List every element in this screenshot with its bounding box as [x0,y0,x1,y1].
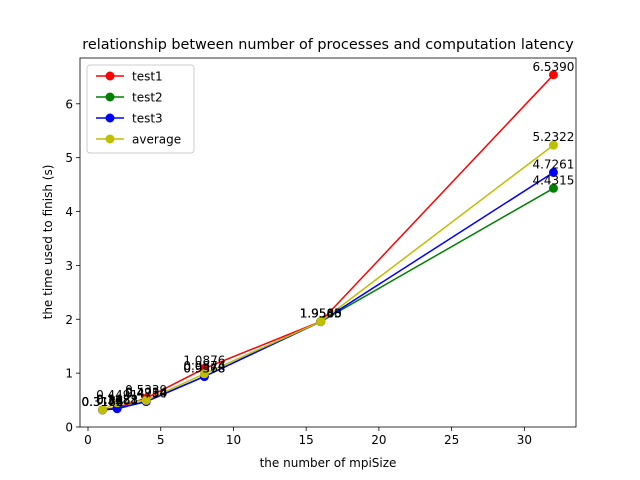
data-label-test1: 1.9585 [300,306,342,320]
data-point-test3 [548,167,558,177]
data-point-average [141,395,151,405]
data-label-test3: 0.9368 [183,362,225,376]
data-label-test3: 0.3164 [82,395,124,409]
data-label-test1: 6.5390 [532,60,574,74]
data-label-average: 0.4934 [125,385,167,399]
data-label-test1: 1.0876 [183,353,225,367]
data-label-test2: 1.9540 [300,307,342,321]
chart-title: relationship between number of processes… [82,37,574,53]
data-point-average [98,405,108,415]
x-axis-label: the number of mpiSize [260,456,397,470]
data-point-test1 [548,70,558,80]
data-label-test2: 4.4315 [532,173,574,187]
data-point-average [316,317,326,327]
y-tick-label: 4 [65,205,73,219]
y-tick-label: 6 [65,97,73,111]
legend-marker-average [105,134,115,144]
data-label-average: 0.4491 [96,388,138,402]
plot-frame [79,57,577,428]
x-tick-label: 15 [299,433,314,447]
data-label-test2: 0.3481 [96,393,138,407]
data-point-average [112,398,122,408]
x-tick-label: 30 [517,433,532,447]
x-tick-label: 5 [157,433,165,447]
y-tick-label: 5 [65,151,73,165]
data-label-average: 1.9563 [300,307,342,321]
legend-label-test3: test3 [132,112,163,126]
legend-box [86,64,195,154]
legend-marker-test1 [105,71,115,81]
y-tick-label: 3 [65,259,73,273]
legend-marker-test3 [105,113,115,123]
data-point-average [199,369,209,379]
legend-label-average: average [132,133,181,147]
legend-marker-test2 [105,92,115,102]
data-label-test3: 1.9565 [300,307,342,321]
data-label-test3: 4.7261 [532,157,574,171]
data-point-test2 [548,183,558,193]
x-tick-label: 20 [371,433,386,447]
data-label-test1: 0.3186 [82,395,124,409]
data-label-test2: 0.4754 [125,386,167,400]
data-point-average [548,140,558,150]
data-label-average: 0.9874 [183,359,225,373]
legend: test1 test2 test3 average [86,64,195,154]
data-label-test2: 0.9378 [183,361,225,375]
data-label-average: 0.3174 [82,395,124,409]
x-tick-label: 10 [226,433,241,447]
legend-label-test2: test2 [132,91,163,105]
x-tick-label: 0 [84,433,92,447]
legend-label-test1: test1 [132,70,163,84]
data-label-test3: 0.4710 [125,387,167,401]
y-axis-label: the time used to finish (s) [41,165,55,320]
y-tick-label: 2 [65,313,73,327]
y-tick-label: 0 [65,421,73,435]
data-label-test1: 0.3623 [96,392,138,406]
x-tick-label: 25 [444,433,459,447]
data-label-test2: 0.3172 [82,395,124,409]
data-label-test3: 0.3388 [96,394,138,408]
y-tick-label: 1 [65,367,73,381]
data-label-test1: 0.5339 [125,383,167,397]
data-label-average: 5.2322 [532,130,574,144]
axes: 0 5 10 15 20 25 30 0 1 2 3 4 5 6 [65,57,577,447]
